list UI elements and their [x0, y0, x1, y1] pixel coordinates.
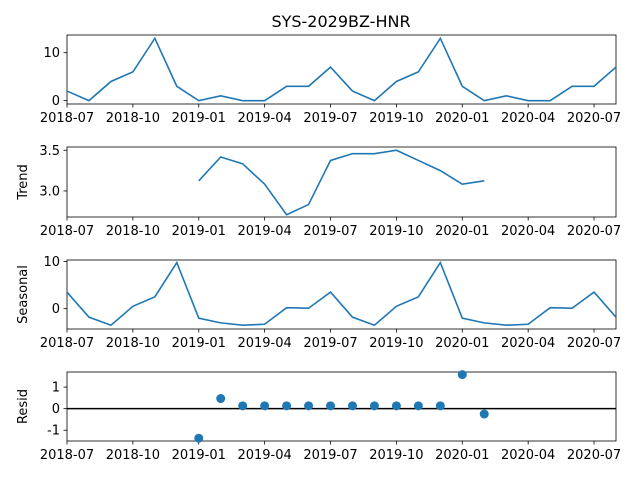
- trend-x-tick-label: 2019-04: [237, 224, 291, 239]
- resid-axes-frame: [66, 371, 617, 442]
- seasonal-series-line: [67, 260, 616, 327]
- seasonal-y-tick-label: 10: [43, 255, 60, 270]
- resid-point: [238, 401, 248, 411]
- trend-x-tick-label: 2019-10: [369, 224, 423, 239]
- trend-panel: 3.0 3.5 2018-07 2018-10 2019-01 2019-04 2019-0…: [16, 144, 621, 239]
- resid-point: [216, 394, 226, 404]
- seasonal-x-tick-label: 2020-01: [435, 336, 489, 351]
- resid-point: [369, 401, 379, 411]
- seasonal-axes-frame: [66, 259, 617, 330]
- seasonal-x-tick-label: 2020-07: [567, 336, 621, 351]
- observed-x-tick-label: 2019-01: [172, 111, 226, 126]
- resid-point: [479, 409, 489, 419]
- trend-x-tick-label: 2020-01: [435, 224, 489, 239]
- observed-series-line: [67, 36, 616, 102]
- chart-title: SYS-2029BZ-HNR: [271, 12, 410, 31]
- resid-point: [413, 401, 423, 411]
- resid-y-tick-label: 1: [52, 381, 60, 396]
- seasonal-x-tick-label: 2019-04: [237, 336, 291, 351]
- resid-point: [391, 401, 401, 411]
- resid-point: [326, 401, 336, 411]
- trend-x-tick-label: 2020-04: [501, 224, 555, 239]
- trend-y-tick-label: 3.5: [39, 144, 60, 159]
- seasonal-panel: 0 10 2018-07 2018-10 2019-01 2019-04 2019-07 20…: [16, 255, 621, 351]
- resid-point: [282, 401, 292, 411]
- observed-x-tick-label: 2019-10: [369, 111, 423, 126]
- resid-point: [304, 401, 314, 411]
- trend-x-tick-label: 2020-07: [567, 224, 621, 239]
- seasonal-x-tick-label: 2018-07: [40, 336, 94, 351]
- resid-x-tick-label: 2019-10: [369, 448, 423, 463]
- observed-y-tick-label: 10: [43, 46, 60, 61]
- seasonal-ylabel: Seasonal: [16, 265, 31, 324]
- trend-y-tick-label: 3.0: [39, 184, 60, 199]
- resid-ylabel: Resid: [16, 389, 31, 424]
- observed-x-tick-label: 2020-01: [435, 111, 489, 126]
- seasonal-x-tick-label: 2019-10: [369, 336, 423, 351]
- resid-point: [194, 433, 204, 443]
- resid-point: [457, 370, 467, 380]
- resid-y-tick-label: -1: [47, 424, 60, 439]
- resid-x-tick-label: 2020-04: [501, 448, 555, 463]
- resid-point: [435, 401, 445, 411]
- observed-x-tick-label: 2018-10: [106, 111, 160, 126]
- trend-axes-frame: [66, 146, 617, 218]
- trend-x-tick-label: 2019-07: [303, 224, 357, 239]
- observed-x-tick-label: 2019-04: [237, 111, 291, 126]
- observed-panel: 0 10 2018-07 2018-10 2019-01 2019-04 2019-07 20…: [40, 34, 621, 126]
- resid-x-tick-label: 2020-07: [567, 448, 621, 463]
- resid-x-tick-label: 2019-04: [237, 448, 291, 463]
- trend-x-tick-label: 2018-10: [106, 224, 160, 239]
- resid-x-tick-label: 2019-01: [172, 448, 226, 463]
- resid-point: [260, 401, 270, 411]
- trend-ylabel: Trend: [16, 164, 31, 201]
- resid-x-tick-label: 2019-07: [303, 448, 357, 463]
- resid-point: [347, 401, 357, 411]
- resid-x-tick-label: 2020-01: [435, 448, 489, 463]
- trend-x-tick-label: 2019-01: [172, 224, 226, 239]
- observed-x-tick-label: 2018-07: [40, 111, 94, 126]
- seasonal-x-tick-label: 2019-07: [303, 336, 357, 351]
- resid-panel: -1 0 1 2018-07 2018-10 2019-01 2019-04 2019-07 2…: [16, 370, 621, 463]
- seasonal-x-tick-label: 2019-01: [172, 336, 226, 351]
- observed-x-tick-label: 2019-07: [303, 111, 357, 126]
- resid-x-tick-label: 2018-10: [106, 448, 160, 463]
- trend-x-tick-label: 2018-07: [40, 224, 94, 239]
- observed-x-tick-label: 2020-04: [501, 111, 555, 126]
- seasonal-x-tick-label: 2018-10: [106, 336, 160, 351]
- resid-x-tick-label: 2018-07: [40, 448, 94, 463]
- observed-axes-frame: [66, 34, 617, 105]
- resid-y-tick-label: 0: [52, 402, 60, 417]
- observed-y-tick-label: 0: [52, 94, 60, 109]
- seasonal-x-tick-label: 2020-04: [501, 336, 555, 351]
- seasonal-y-tick-label: 0: [52, 302, 60, 317]
- trend-series-line: [198, 149, 485, 216]
- observed-x-tick-label: 2020-07: [567, 111, 621, 126]
